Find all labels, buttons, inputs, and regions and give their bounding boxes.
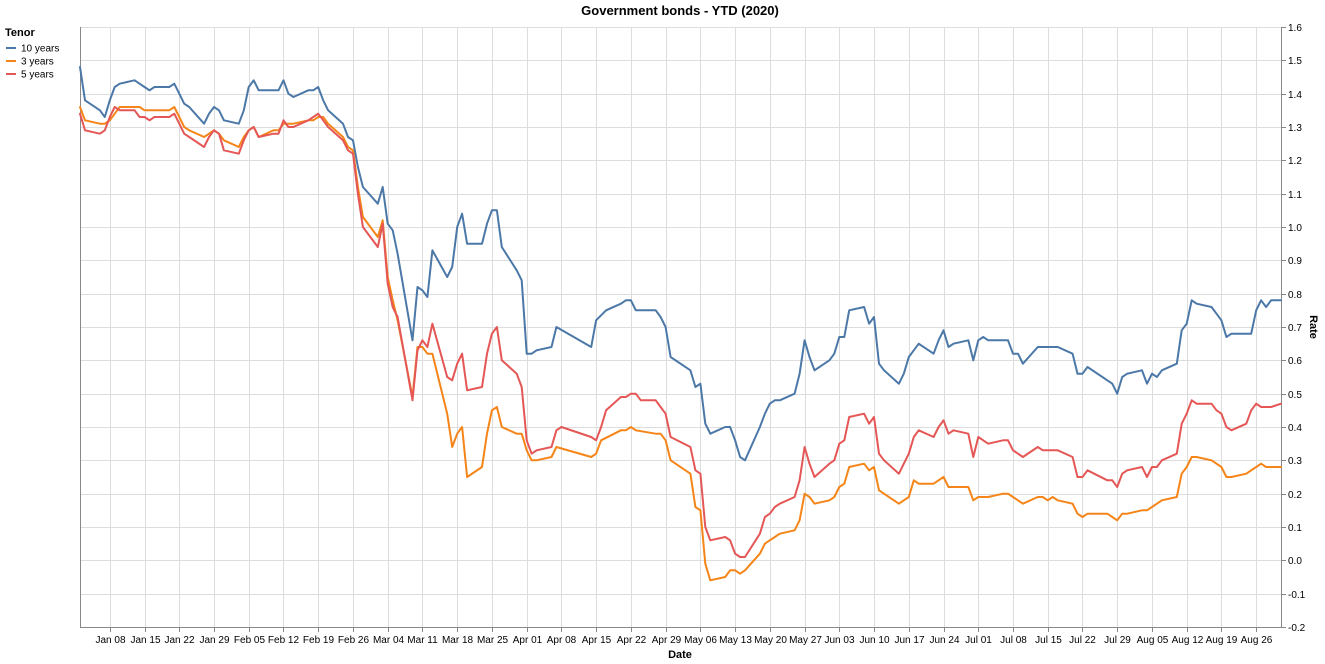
x-tick-label: May 20: [754, 635, 787, 646]
x-tick-label: Jul 01: [965, 635, 992, 646]
x-tick-label: May 13: [719, 635, 752, 646]
x-tick-label: Jun 10: [859, 635, 889, 646]
x-axis-title: Date: [668, 649, 692, 661]
x-tick-label: Jan 08: [95, 635, 125, 646]
x-tick-label: Mar 18: [442, 635, 474, 646]
legend-title: Tenor: [5, 27, 35, 39]
x-tick-label: Jan 15: [130, 635, 160, 646]
chart-title: Government bonds - YTD (2020): [581, 3, 779, 18]
x-tick-label: Aug 19: [1206, 635, 1238, 646]
y-tick-label: 1.5: [1288, 56, 1302, 67]
x-tick-label: Mar 11: [407, 635, 438, 646]
x-tick-label: Mar 25: [477, 635, 509, 646]
legend: Tenor 10 years 3 years 5 years: [5, 27, 59, 81]
y-tick-label: 0.6: [1288, 356, 1302, 367]
legend-item: 10 years: [6, 44, 59, 55]
x-tick-label: Feb 05: [234, 635, 266, 646]
series-lines: [79, 66, 1282, 582]
x-tick-label: May 27: [789, 635, 822, 646]
y-axis-title: Rate: [1307, 315, 1319, 339]
y-tick-label: 0.4: [1288, 423, 1302, 434]
y-tick-label: 0.9: [1288, 256, 1302, 267]
x-tick-label: Apr 01: [513, 635, 543, 646]
legend-items: 10 years 3 years 5 years: [6, 44, 59, 81]
series-line-5-years: [79, 106, 1282, 558]
x-tick-label: Aug 12: [1172, 635, 1204, 646]
legend-item: 3 years: [6, 57, 54, 68]
gridlines: [80, 27, 1281, 628]
y-tick-label: 1.4: [1288, 90, 1302, 101]
y-tick-label: 1.1: [1288, 190, 1302, 201]
x-tick-label: Aug 26: [1241, 635, 1273, 646]
x-tick-label: May 06: [684, 635, 717, 646]
x-tick-label: Jun 03: [824, 635, 854, 646]
x-tick-label: Jan 29: [199, 635, 229, 646]
x-tick-label: Feb 26: [338, 635, 370, 646]
y-tick-label: 0.0: [1288, 556, 1302, 567]
legend-label: 3 years: [21, 57, 54, 68]
y-tick-label: 1.3: [1288, 123, 1302, 134]
x-tick-label: Apr 29: [652, 635, 682, 646]
y-tick-label: 0.8: [1288, 290, 1302, 301]
y-tick-label: 0.1: [1288, 523, 1302, 534]
x-tick-label: Feb 19: [303, 635, 335, 646]
legend-item: 5 years: [6, 70, 54, 81]
y-tick-label: -0.1: [1288, 590, 1306, 601]
series-line-10-years: [79, 66, 1282, 462]
x-tick-label: Mar 04: [373, 635, 405, 646]
legend-label: 5 years: [21, 70, 54, 81]
y-tick-label: 0.5: [1288, 390, 1302, 401]
y-tick-label: -0.2: [1288, 623, 1306, 634]
axes: 1.6 1.5 1.4 1.3 1.2 1.1 1.0 0.9 0.8 0.7 0.6 0.5 0.4 0…: [80, 23, 1306, 646]
y-tick-label: 0.3: [1288, 456, 1302, 467]
x-tick-label: Apr 15: [582, 635, 612, 646]
y-tick-label: 0.2: [1288, 490, 1302, 501]
x-tick-label: Jul 22: [1069, 635, 1096, 646]
y-tick-label: 1.2: [1288, 156, 1302, 167]
x-tick-label: Feb 12: [268, 635, 300, 646]
x-tick-label: Jun 17: [894, 635, 924, 646]
y-tick-label: 1.6: [1288, 23, 1302, 34]
x-tick-label: Jul 15: [1035, 635, 1062, 646]
legend-label: 10 years: [21, 44, 59, 55]
x-tick-label: Aug 05: [1137, 635, 1169, 646]
series-line-3-years: [79, 106, 1282, 582]
x-tick-label: Jul 08: [1000, 635, 1027, 646]
x-tick-label: Apr 22: [617, 635, 647, 646]
x-tick-label: Jul 29: [1104, 635, 1131, 646]
x-tick-label: Jan 22: [164, 635, 194, 646]
x-tick-label: Jun 24: [929, 635, 959, 646]
x-tick-label: Apr 08: [547, 635, 577, 646]
y-tick-label: 0.7: [1288, 323, 1302, 334]
y-tick-label: 1.0: [1288, 223, 1302, 234]
